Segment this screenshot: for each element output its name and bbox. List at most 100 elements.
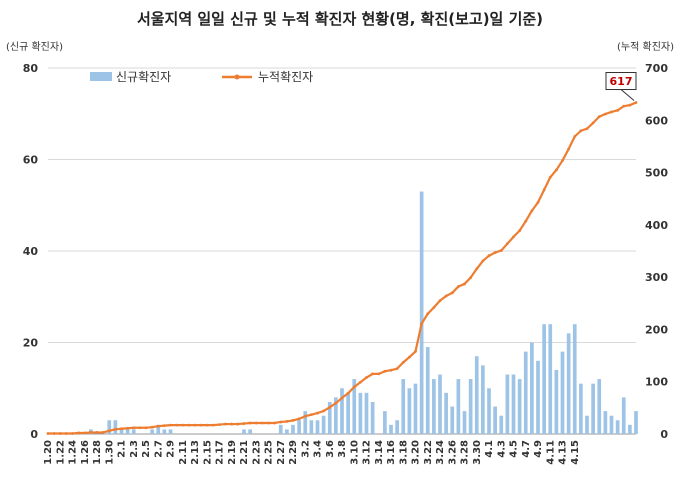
line-point — [536, 200, 540, 204]
line-point — [420, 322, 424, 326]
x-tick-label: 3.24 — [435, 440, 446, 465]
bar — [560, 351, 565, 434]
line-point — [401, 360, 405, 364]
x-tick-label: 3.2 — [300, 440, 311, 458]
bar — [517, 379, 522, 434]
x-tick-label: 4.9 — [533, 440, 544, 458]
line-point — [505, 242, 509, 246]
right-tick-label: 100 — [645, 376, 668, 389]
line-point — [254, 421, 258, 425]
line-point — [144, 426, 148, 430]
right-tick-label: 400 — [645, 219, 668, 232]
bar — [481, 365, 485, 434]
bar — [125, 429, 130, 434]
x-tick-label: 2.27 — [276, 440, 287, 465]
line-point — [530, 209, 534, 213]
line-point — [46, 432, 50, 435]
line-point — [383, 369, 387, 373]
bar — [278, 424, 283, 434]
line-point — [224, 422, 228, 426]
line-point — [126, 426, 130, 430]
bar — [505, 374, 510, 434]
left-tick-labels: 0 20 40 60 80 — [23, 62, 39, 441]
right-tick-label: 200 — [645, 323, 668, 336]
line-point — [169, 423, 172, 427]
right-tick-label: 0 — [660, 428, 668, 441]
bar — [530, 342, 534, 434]
line-point — [554, 168, 558, 172]
x-tick-label: 2.17 — [215, 440, 226, 465]
bar — [352, 379, 357, 434]
legend-bar-swatch — [90, 72, 112, 81]
bar — [321, 415, 326, 434]
x-tick-label: 3.10 — [349, 440, 360, 465]
line-point — [89, 431, 93, 434]
line-point — [297, 417, 301, 421]
bar — [542, 324, 546, 434]
bar — [634, 411, 638, 434]
right-axis-label: (누적 확진자) — [617, 41, 674, 53]
x-tick-label: 2.25 — [264, 440, 275, 465]
x-tick-label: 3.8 — [337, 440, 348, 458]
x-tick-label: 1.26 — [80, 440, 91, 465]
line-point — [438, 299, 442, 303]
callout-box — [605, 72, 637, 91]
bar — [119, 429, 124, 434]
right-tick-label: 300 — [645, 271, 668, 284]
bar — [585, 415, 589, 434]
line-point — [107, 429, 111, 433]
bar — [597, 379, 602, 434]
line-point — [101, 431, 105, 434]
line-point — [230, 422, 234, 426]
bar — [419, 191, 424, 434]
bar — [131, 429, 136, 434]
line-point — [481, 259, 485, 263]
line-point — [524, 219, 528, 223]
bar — [395, 420, 399, 434]
line-point — [181, 423, 185, 427]
bar — [107, 420, 112, 434]
legend-line-label: 누적확진자 — [258, 70, 313, 84]
bar — [468, 379, 473, 434]
bar — [248, 429, 252, 434]
x-tick-label: 4.3 — [496, 440, 507, 458]
line-point — [83, 431, 87, 435]
line-point — [450, 291, 454, 295]
x-tick-label: 1.28 — [92, 440, 103, 465]
line-point — [365, 376, 368, 379]
left-axis-label: (신규 확진자) — [6, 41, 63, 53]
line-point — [475, 267, 479, 271]
line-point — [414, 349, 417, 353]
bar — [242, 429, 246, 434]
line-point — [358, 380, 362, 384]
bar — [315, 420, 320, 434]
callout-leader — [620, 89, 635, 101]
x-tick-label: 4.11 — [545, 440, 556, 465]
grid-layer — [48, 67, 636, 435]
x-tick-label: 2.13 — [190, 440, 201, 465]
bar — [487, 388, 491, 434]
left-tick-label: 40 — [23, 245, 39, 258]
left-tick-label: 80 — [23, 62, 39, 75]
line-point — [260, 421, 264, 425]
x-tick-label: 3.30 — [472, 440, 483, 465]
bar — [444, 392, 448, 434]
x-tick-label: 3.16 — [386, 440, 397, 465]
bar — [334, 397, 338, 434]
bar — [168, 429, 173, 434]
bar — [609, 415, 614, 434]
x-tick-label: 1.30 — [104, 440, 115, 465]
right-tick-label: 500 — [645, 167, 668, 180]
bar — [156, 424, 161, 434]
line-point — [407, 355, 411, 359]
line-point — [58, 432, 62, 435]
x-tick-label: 2.7 — [153, 440, 164, 458]
bar — [474, 356, 479, 434]
bar — [162, 429, 167, 434]
line-point — [248, 421, 252, 425]
chart-title: 서울지역 일일 신규 및 누적 확진자 현황(명, 확진(보고)일 기준) — [137, 10, 543, 28]
bar — [358, 392, 363, 434]
line-point — [52, 432, 56, 435]
line-point — [138, 426, 142, 430]
line-point — [561, 159, 564, 162]
